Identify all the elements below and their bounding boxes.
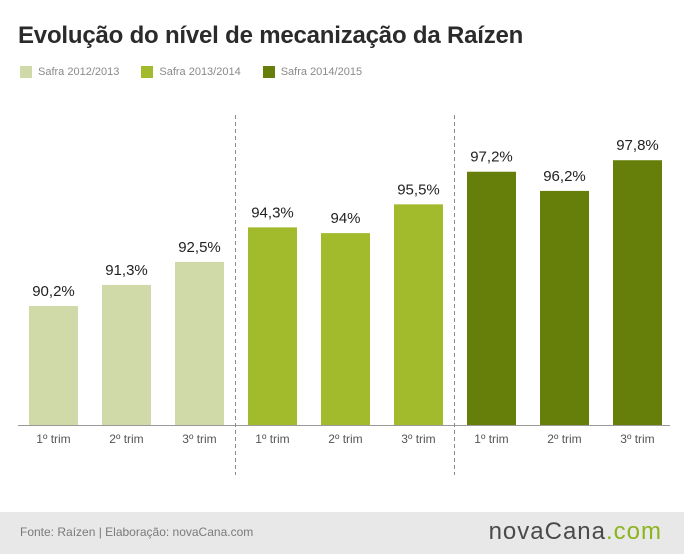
- data-label: 90,2%: [32, 283, 75, 300]
- legend-label: Safra 2013/2014: [159, 66, 241, 78]
- logo-part: nova: [488, 518, 545, 545]
- legend-label: Safra 2012/2013: [38, 66, 120, 78]
- legend-item-2013-2014: Safra 2013/2014: [141, 66, 241, 78]
- data-label: 96,2%: [543, 168, 586, 185]
- x-tick-label: 3º trim: [182, 432, 216, 446]
- legend: Safra 2012/2013 Safra 2013/2014 Safra 20…: [20, 66, 362, 78]
- bar-chart: 90,2% 1º trim 91,3% 2º trim 92,5% 3º trim 94,3…: [18, 115, 670, 475]
- data-label: 97,2%: [470, 149, 513, 166]
- legend-swatch: [262, 66, 275, 78]
- data-label: 94%: [330, 210, 360, 227]
- x-tick-label: 3º trim: [620, 432, 654, 446]
- novacana-logo: novaCana.com: [489, 518, 662, 546]
- bar: [102, 284, 151, 425]
- legend-swatch: [141, 66, 154, 78]
- bar: [175, 261, 224, 425]
- x-tick-label: 1º trim: [36, 432, 70, 446]
- x-tick-label: 2º trim: [109, 432, 143, 446]
- x-tick-label: 2º trim: [328, 432, 362, 446]
- logo-part: Cana: [544, 518, 606, 545]
- chart-title: Evolução do nível de mecanização da Raíz…: [18, 22, 524, 49]
- data-label: 95,5%: [397, 181, 440, 198]
- legend-swatch: [20, 66, 32, 78]
- legend-item-2012-2013: Safra 2012/2013: [20, 66, 119, 78]
- x-tick-label: 3º trim: [401, 432, 435, 446]
- legend-label: Safra 2014/2015: [280, 66, 363, 78]
- bar: [394, 204, 443, 425]
- bar: [29, 306, 78, 425]
- x-tick-label: 1º trim: [474, 432, 508, 446]
- legend-item-2014-2015: Safra 2014/2015: [262, 66, 363, 78]
- logo-part: .com: [605, 518, 662, 545]
- data-label: 91,3%: [105, 262, 148, 279]
- x-tick-label: 2º trim: [547, 432, 581, 446]
- data-label: 97,8%: [616, 137, 659, 154]
- footer: Fonte: Raízen | Elaboração: novaCana.com…: [0, 512, 684, 554]
- data-label: 92,5%: [178, 239, 221, 256]
- bar: [540, 190, 589, 425]
- source-text: Fonte: Raízen | Elaboração: novaCana.com: [20, 525, 254, 539]
- data-label: 94,3%: [251, 204, 294, 221]
- bar: [467, 171, 516, 425]
- bar: [248, 227, 297, 425]
- bar: [321, 233, 370, 425]
- x-tick-label: 1º trim: [255, 432, 289, 446]
- bar: [613, 160, 662, 425]
